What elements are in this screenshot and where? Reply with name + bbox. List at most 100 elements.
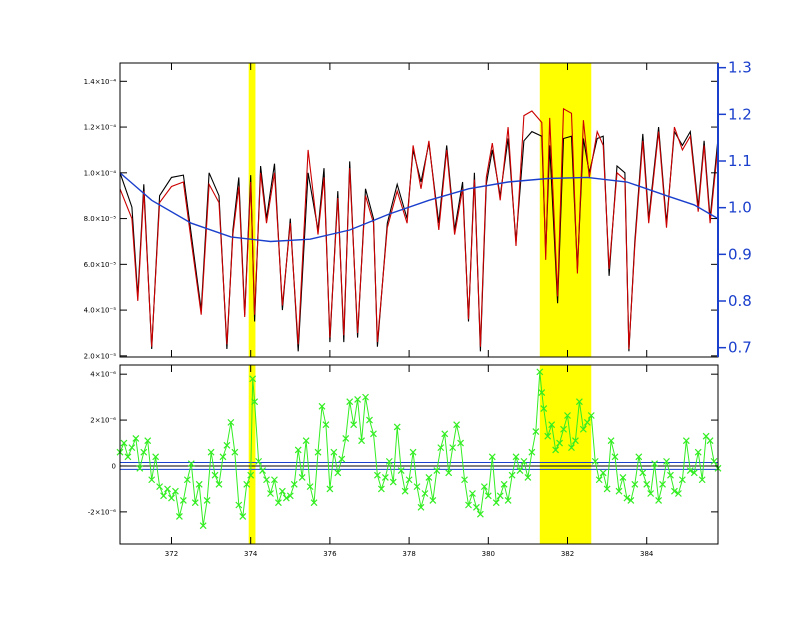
residual-point <box>524 474 532 481</box>
residual-point <box>472 503 480 511</box>
residual-point <box>453 421 461 429</box>
bottom-ytick-label: 0 <box>112 462 116 470</box>
residual-point <box>445 469 453 477</box>
residual-point <box>552 446 560 454</box>
residual-point <box>488 453 496 461</box>
top-ytick-label: 1.2×10⁻⁴ <box>84 124 117 132</box>
top-axes: 2.0×10⁻⁵ 4.0×10⁻⁵ 6.0×10⁻⁵ 8.0×10⁻⁵ 1.0×10⁻⁴… <box>84 59 752 361</box>
residual-point <box>651 460 659 468</box>
residual-point <box>647 490 655 497</box>
residual-point <box>663 457 670 465</box>
residual-point <box>484 492 492 500</box>
residual-point <box>132 435 140 442</box>
residual-point <box>457 439 465 447</box>
bottom-xtick-label: 382 <box>561 550 574 558</box>
residual-point <box>183 476 191 484</box>
residual-point <box>496 492 504 500</box>
residual-point <box>373 471 381 479</box>
residual-point <box>492 499 500 507</box>
residual-point <box>595 476 603 484</box>
residual-point <box>671 487 678 495</box>
residual-point <box>405 476 413 484</box>
residual-point <box>441 430 449 438</box>
residual-point <box>215 480 223 488</box>
bottom-highlight-band-1 <box>248 365 256 544</box>
residual-point <box>480 483 488 491</box>
residual-point <box>152 453 160 461</box>
residual-point <box>302 437 310 445</box>
residual-point <box>144 437 152 445</box>
residual-point <box>306 483 314 491</box>
bottom-xtick-label: 376 <box>323 550 337 558</box>
residual-point <box>172 487 179 495</box>
residual-point <box>239 513 247 520</box>
residual-point <box>168 494 175 502</box>
residual-point <box>175 513 183 520</box>
residual-point <box>560 425 567 433</box>
residual-point <box>263 476 270 484</box>
residual-point <box>362 393 369 401</box>
bottom-highlight-band-2 <box>539 365 592 544</box>
residual-point <box>136 464 144 472</box>
residual-point <box>556 439 564 447</box>
residual-point <box>231 448 239 456</box>
residual-point <box>247 471 255 479</box>
residual-point <box>639 469 647 477</box>
residual-point <box>235 501 243 509</box>
residual-point <box>334 469 342 477</box>
residual-point <box>397 467 405 474</box>
residual-point <box>377 485 385 493</box>
residual-point <box>267 490 274 497</box>
bottom-xtick-label: 380 <box>482 550 495 558</box>
residual-point <box>124 453 132 461</box>
residual-point <box>607 437 615 445</box>
residual-point <box>290 480 298 488</box>
residual-point <box>421 490 429 497</box>
residual-point <box>710 457 718 465</box>
residual-point <box>342 435 350 442</box>
residual-point <box>698 476 706 484</box>
residual-point <box>465 501 472 509</box>
residual-point <box>540 405 548 413</box>
residual-point <box>611 453 619 461</box>
residual-point <box>694 448 702 456</box>
residual-point <box>219 453 227 461</box>
bottom-ytick-label: 2×10⁻⁶ <box>90 417 116 425</box>
residual-point <box>187 460 195 468</box>
residual-point <box>366 416 373 424</box>
residual-point <box>425 474 433 481</box>
residual-point <box>690 469 698 477</box>
residual-point <box>330 448 338 456</box>
residual-point <box>271 476 278 484</box>
residual-point <box>504 496 512 504</box>
residual-point <box>449 444 457 452</box>
residual-point <box>667 471 674 479</box>
residual-point <box>659 480 666 488</box>
residual-point <box>354 395 362 403</box>
residual-point <box>512 453 520 461</box>
residual-point <box>579 425 587 433</box>
top-panel: 2.0×10⁻⁵ 4.0×10⁻⁵ 6.0×10⁻⁵ 8.0×10⁻⁵ 1.0×10⁻⁴… <box>84 59 752 361</box>
residual-point <box>575 398 583 406</box>
residual-point <box>278 487 286 495</box>
top-ytick-label: 1.4×10⁻⁴ <box>84 78 117 86</box>
residual-point <box>160 492 167 500</box>
top-ytick-label: 2.0×10⁻⁵ <box>84 352 117 360</box>
residual-point <box>207 448 215 456</box>
residual-point <box>599 469 607 477</box>
residual-point <box>583 418 591 426</box>
residual-point <box>591 457 599 465</box>
residual-point <box>120 439 128 447</box>
right-ytick-label: 0.9 <box>728 245 752 263</box>
residual-point <box>298 474 306 481</box>
residual-point <box>385 457 393 465</box>
right-ytick-label: 1.0 <box>728 199 752 217</box>
residual-point <box>615 487 623 495</box>
residual-point <box>469 490 476 497</box>
residual-point <box>587 412 595 419</box>
residual-point <box>199 522 207 530</box>
residual-point <box>164 485 171 493</box>
right-ytick-label: 0.7 <box>728 339 752 357</box>
residual-point <box>282 494 290 502</box>
